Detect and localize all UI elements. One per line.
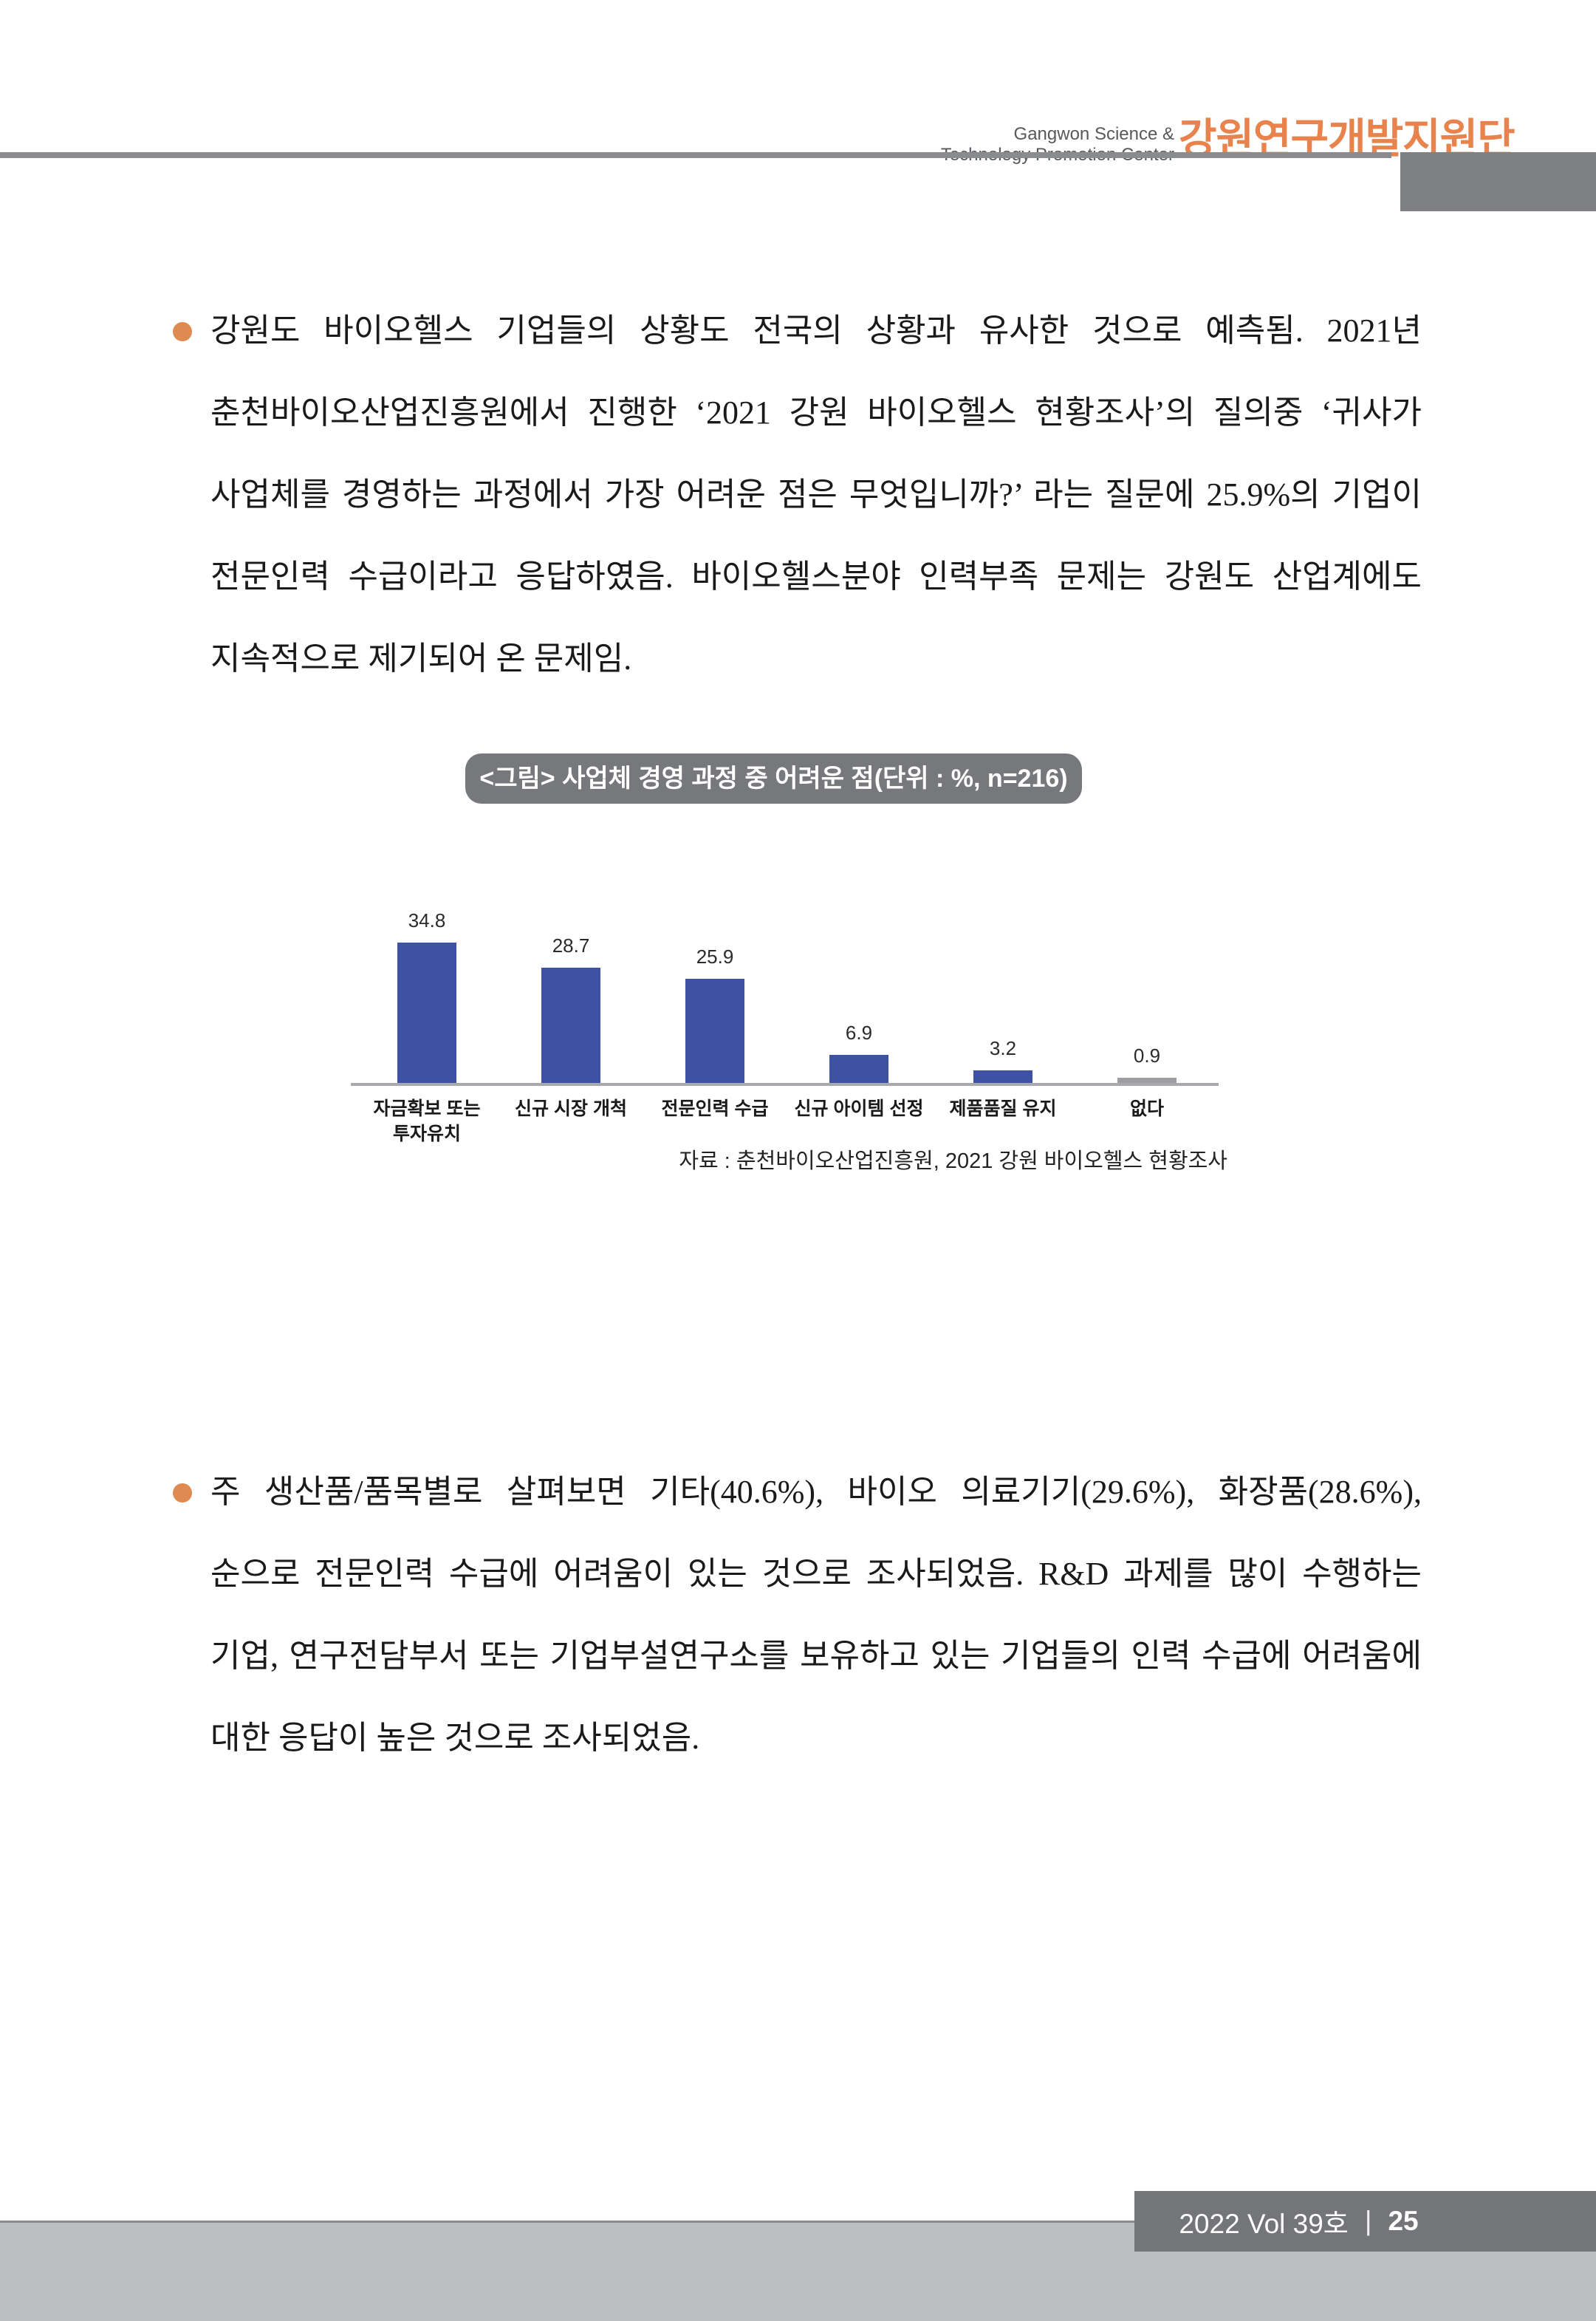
chart-value-label: 25.9 bbox=[696, 946, 734, 968]
chart-category-label: 없다 bbox=[1129, 1098, 1164, 1119]
chart-category-label: 신규 시장 개척 bbox=[515, 1098, 627, 1119]
paragraph-1: 강원도 바이오헬스 기업들의 상황도 전국의 상황과 유사한 것으로 예측됨. … bbox=[210, 312, 1422, 677]
footer-bar: 2022 Vol 39호 | 25 bbox=[1134, 2191, 1596, 2252]
chart-category-label: 자금확보 또는 투자유치 bbox=[373, 1098, 481, 1144]
paragraph-2: 주 생산품/품목별로 살펴보면 기타(40.6%), 바이오 의료기기(29.6… bbox=[210, 1474, 1422, 1756]
chart-category-label: 제품품질 유지 bbox=[949, 1098, 1057, 1119]
chart-value-label: 28.7 bbox=[552, 934, 590, 957]
header-org-english: Gangwon Science & Technology Promotion C… bbox=[941, 124, 1174, 165]
bullet-icon bbox=[173, 1483, 192, 1503]
chart-title-pill: <그림> 사업체 경영 과정 중 어려운 점(단위 : %, n=216) bbox=[465, 753, 1082, 804]
chart-bar bbox=[685, 979, 744, 1083]
header-corner-block bbox=[1400, 152, 1596, 211]
chart-bar bbox=[973, 1070, 1032, 1083]
chart-value-label: 34.8 bbox=[408, 909, 446, 932]
footer-page-number: 25 bbox=[1388, 2206, 1419, 2236]
chart-value-label: 0.9 bbox=[1133, 1045, 1161, 1067]
chart-value-label: 3.2 bbox=[989, 1037, 1017, 1059]
chart-bar bbox=[829, 1055, 888, 1083]
bullet-icon bbox=[173, 322, 192, 341]
chart-categories: 자금확보 또는 투자유치 신규 시장 개척 전문인력 수급 신규 아이템 선정 제품품질… bbox=[351, 1096, 1219, 1177]
chart-plot: 34.8 28.7 25.9 6.9 3.2 0.9 bbox=[351, 909, 1219, 1086]
chart-bar bbox=[1117, 1078, 1177, 1083]
chart-source: 자료 : 춘천바이오산업진흥원, 2021 강원 바이오헬스 현황조사 bbox=[679, 1149, 1227, 1173]
footer-separator: | bbox=[1364, 2206, 1372, 2236]
chart-category-label: 신규 아이템 선정 bbox=[794, 1098, 924, 1119]
chart-bar bbox=[397, 943, 456, 1083]
chart-category-label: 전문인력 수급 bbox=[661, 1098, 769, 1119]
chart-value-label: 6.9 bbox=[845, 1022, 873, 1044]
chart-bar bbox=[541, 968, 600, 1083]
header-rule bbox=[0, 152, 1391, 158]
footer-issue: 2022 Vol 39호 bbox=[1179, 2209, 1349, 2239]
